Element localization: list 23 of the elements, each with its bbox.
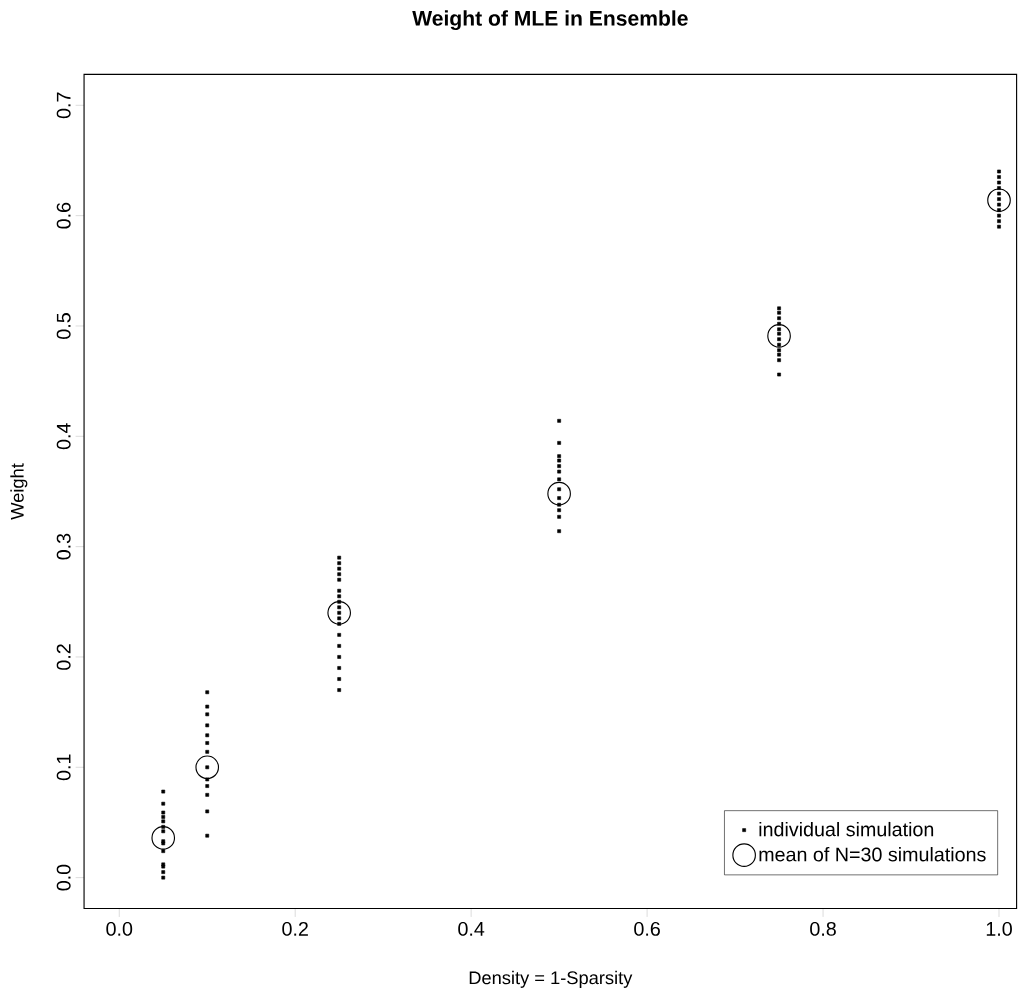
y-tick-label: 0.7	[56, 92, 71, 119]
x-tick-label: 1.0	[986, 921, 1012, 936]
x-tick-label: 0.0	[106, 921, 133, 936]
point	[151, 825, 176, 850]
chart-title: Weight of MLE in Ensemble	[412, 10, 688, 30]
x-tick-label: 0.4	[458, 921, 485, 936]
y-tick-label: 0.3	[56, 533, 71, 560]
legend-label: mean of N=30 simulations	[759, 846, 986, 862]
y-tick-label: 0.5	[56, 313, 71, 339]
y-tick-label: 0.1	[56, 754, 71, 781]
x-tick-label: 0.2	[282, 921, 308, 936]
legend-label: individual simulation	[759, 821, 934, 837]
point	[547, 481, 571, 506]
x-tick-label: 0.6	[634, 921, 660, 936]
y-tick-label: 0.2	[56, 644, 71, 670]
y-tick-label: 0.6	[56, 202, 71, 229]
point	[767, 323, 791, 348]
x-tick-label: 0.8	[810, 921, 836, 936]
y-axis-title: Weight	[10, 463, 28, 520]
y-tick-label: 0.0	[56, 864, 71, 891]
y-tick-label: 0.4	[56, 423, 71, 450]
point	[987, 188, 1011, 212]
x-axis-title: Density = 1-Sparsity	[469, 970, 633, 988]
